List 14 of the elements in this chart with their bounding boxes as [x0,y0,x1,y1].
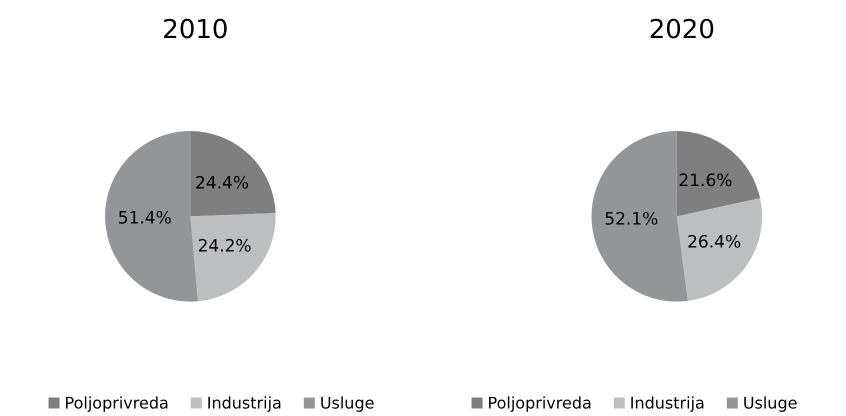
data-label: 21.6% [678,170,732,191]
chart-title: 2020 [648,15,715,45]
data-label: 51.4% [118,208,172,228]
data-label: 24.4% [195,173,250,194]
legend-label: Industrija [630,394,705,412]
legend-label: Industrija [206,394,282,412]
legend-label: Poljoprivreda [64,394,169,412]
data-label: 52.1% [604,209,658,230]
legend-label: Usluge [320,394,374,412]
data-label: 26.4% [687,232,742,253]
legend-label: Poljoprivreda [488,394,592,412]
legend-label: Usluge [742,394,798,412]
chart-title: 2010 [162,15,228,45]
data-label: 24.2% [198,236,252,256]
